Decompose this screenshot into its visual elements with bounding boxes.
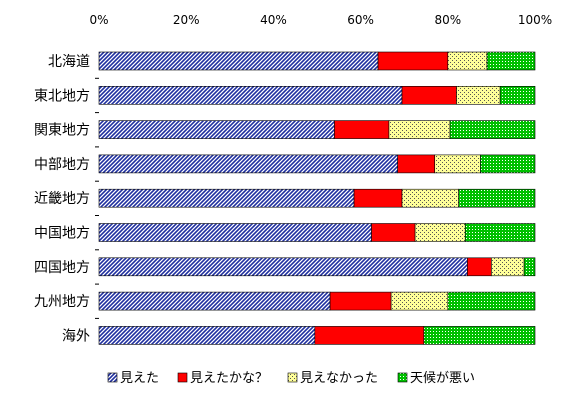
bar-segment — [486, 51, 536, 71]
bar-segment — [447, 291, 536, 311]
bar-segment — [98, 154, 398, 174]
category-label: 四国地方 — [34, 260, 90, 276]
legend-swatch — [107, 372, 118, 383]
legend-label: 見えた — [120, 371, 159, 386]
bar-segment — [377, 51, 449, 71]
bar-segment — [98, 326, 316, 345]
legend-swatch — [177, 372, 188, 383]
bar-segment — [334, 120, 390, 139]
bar-segment — [401, 188, 459, 208]
category-label: 東北地方 — [34, 88, 90, 104]
legend-label: 見えなかった — [300, 371, 378, 386]
category-label: 九州地方 — [34, 294, 90, 310]
x-tick-label: 0% — [89, 13, 108, 27]
bars — [98, 51, 536, 345]
x-axis: 0% 20% 40% 60% 80% 100% — [89, 13, 552, 27]
bar-segment — [523, 257, 536, 277]
legend-label: 見えたかな？ — [190, 371, 268, 386]
category-label: 関東地方 — [34, 123, 90, 139]
bar-segment — [434, 154, 481, 174]
bar-segment — [480, 154, 536, 174]
x-tick-label: 100% — [518, 13, 552, 27]
bar-segment — [397, 154, 436, 174]
bar-segment — [314, 326, 425, 345]
x-tick-label: 80% — [434, 13, 461, 27]
bar-segment — [98, 223, 372, 242]
bar-segment — [423, 326, 536, 345]
bar-segment — [401, 86, 457, 105]
bar-segment — [414, 223, 466, 242]
bar-segment — [353, 188, 403, 208]
bar-segment — [449, 120, 536, 139]
bar-segment — [98, 257, 468, 277]
bar-segment — [98, 120, 335, 139]
bar-segment — [98, 86, 403, 105]
bar-segment — [388, 120, 451, 139]
category-label: 中部地方 — [34, 157, 90, 173]
bar-segment — [458, 188, 536, 208]
bar-segment — [499, 86, 536, 105]
bar-segment — [467, 257, 492, 277]
x-tick-label: 40% — [260, 13, 287, 27]
bar-segment — [390, 291, 449, 311]
bar-segment — [464, 223, 536, 242]
legend: 見えた 見えたかな？ 見えなかった 天候が悪い — [107, 371, 475, 386]
legend-label: 天候が悪い — [410, 371, 475, 386]
category-label: 海外 — [62, 328, 90, 344]
bar-segment — [98, 51, 379, 71]
category-label: 近畿地方 — [34, 191, 90, 207]
bar-segment — [371, 223, 416, 242]
x-tick-label: 20% — [173, 13, 200, 27]
bar-segment — [98, 291, 331, 311]
category-label: 中国地方 — [34, 226, 90, 242]
bar-segment — [329, 291, 392, 311]
legend-swatch — [287, 372, 298, 383]
legend-swatch — [397, 372, 408, 383]
x-tick-label: 60% — [347, 13, 374, 27]
bar-segment — [456, 86, 501, 105]
category-label: 北海道 — [48, 54, 90, 70]
bar-segment — [98, 188, 355, 208]
bar-segment — [447, 51, 488, 71]
bar-segment — [491, 257, 525, 277]
